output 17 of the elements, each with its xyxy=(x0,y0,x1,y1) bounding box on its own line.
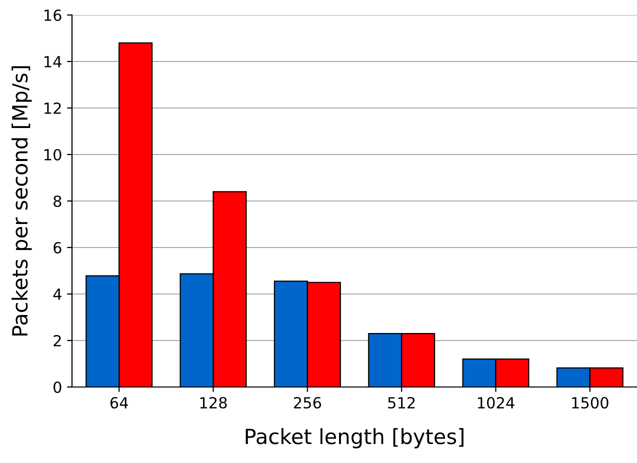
y-axis-title: Packets per second [Mp/s] xyxy=(12,66,32,336)
y-tick-label: 14 xyxy=(44,56,62,68)
y-tick-label: 16 xyxy=(44,9,62,22)
x-tick-label: 256 xyxy=(294,396,322,409)
x-tick-label: 128 xyxy=(200,396,227,409)
y-tick-label: 12 xyxy=(44,102,61,114)
y-tick-label: 6 xyxy=(54,242,62,254)
x-tick-label: 512 xyxy=(388,396,415,409)
y-tick-label: 8 xyxy=(54,195,62,208)
x-tick-label: 1024 xyxy=(478,396,514,409)
y-tick-label: 0 xyxy=(54,381,62,394)
x-tick-label: 1500 xyxy=(572,396,608,409)
y-tick-label: 2 xyxy=(54,334,61,346)
x-tick-label: 64 xyxy=(110,396,128,409)
x-axis-title: Packet length [bytes] xyxy=(246,428,464,448)
y-tick-label: 4 xyxy=(53,288,62,300)
y-tick-label: 10 xyxy=(44,148,62,161)
